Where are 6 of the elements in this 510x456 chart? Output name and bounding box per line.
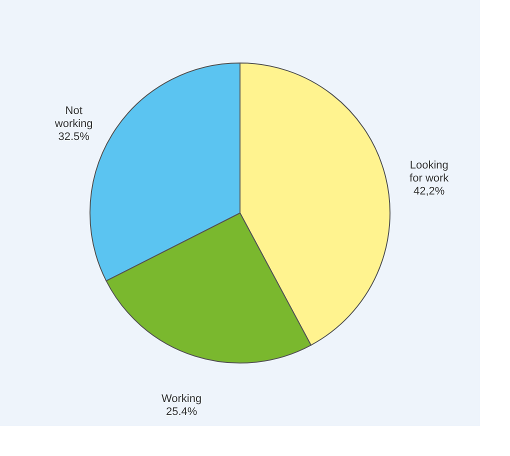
data-label: 25.4% bbox=[166, 406, 198, 418]
slice-label: Working bbox=[161, 393, 202, 406]
data-label: 42,2% bbox=[414, 185, 445, 198]
slice-label: Not working bbox=[54, 104, 93, 130]
slice-label: Looking for work bbox=[410, 159, 450, 184]
data-label: 32.5% bbox=[58, 130, 90, 143]
